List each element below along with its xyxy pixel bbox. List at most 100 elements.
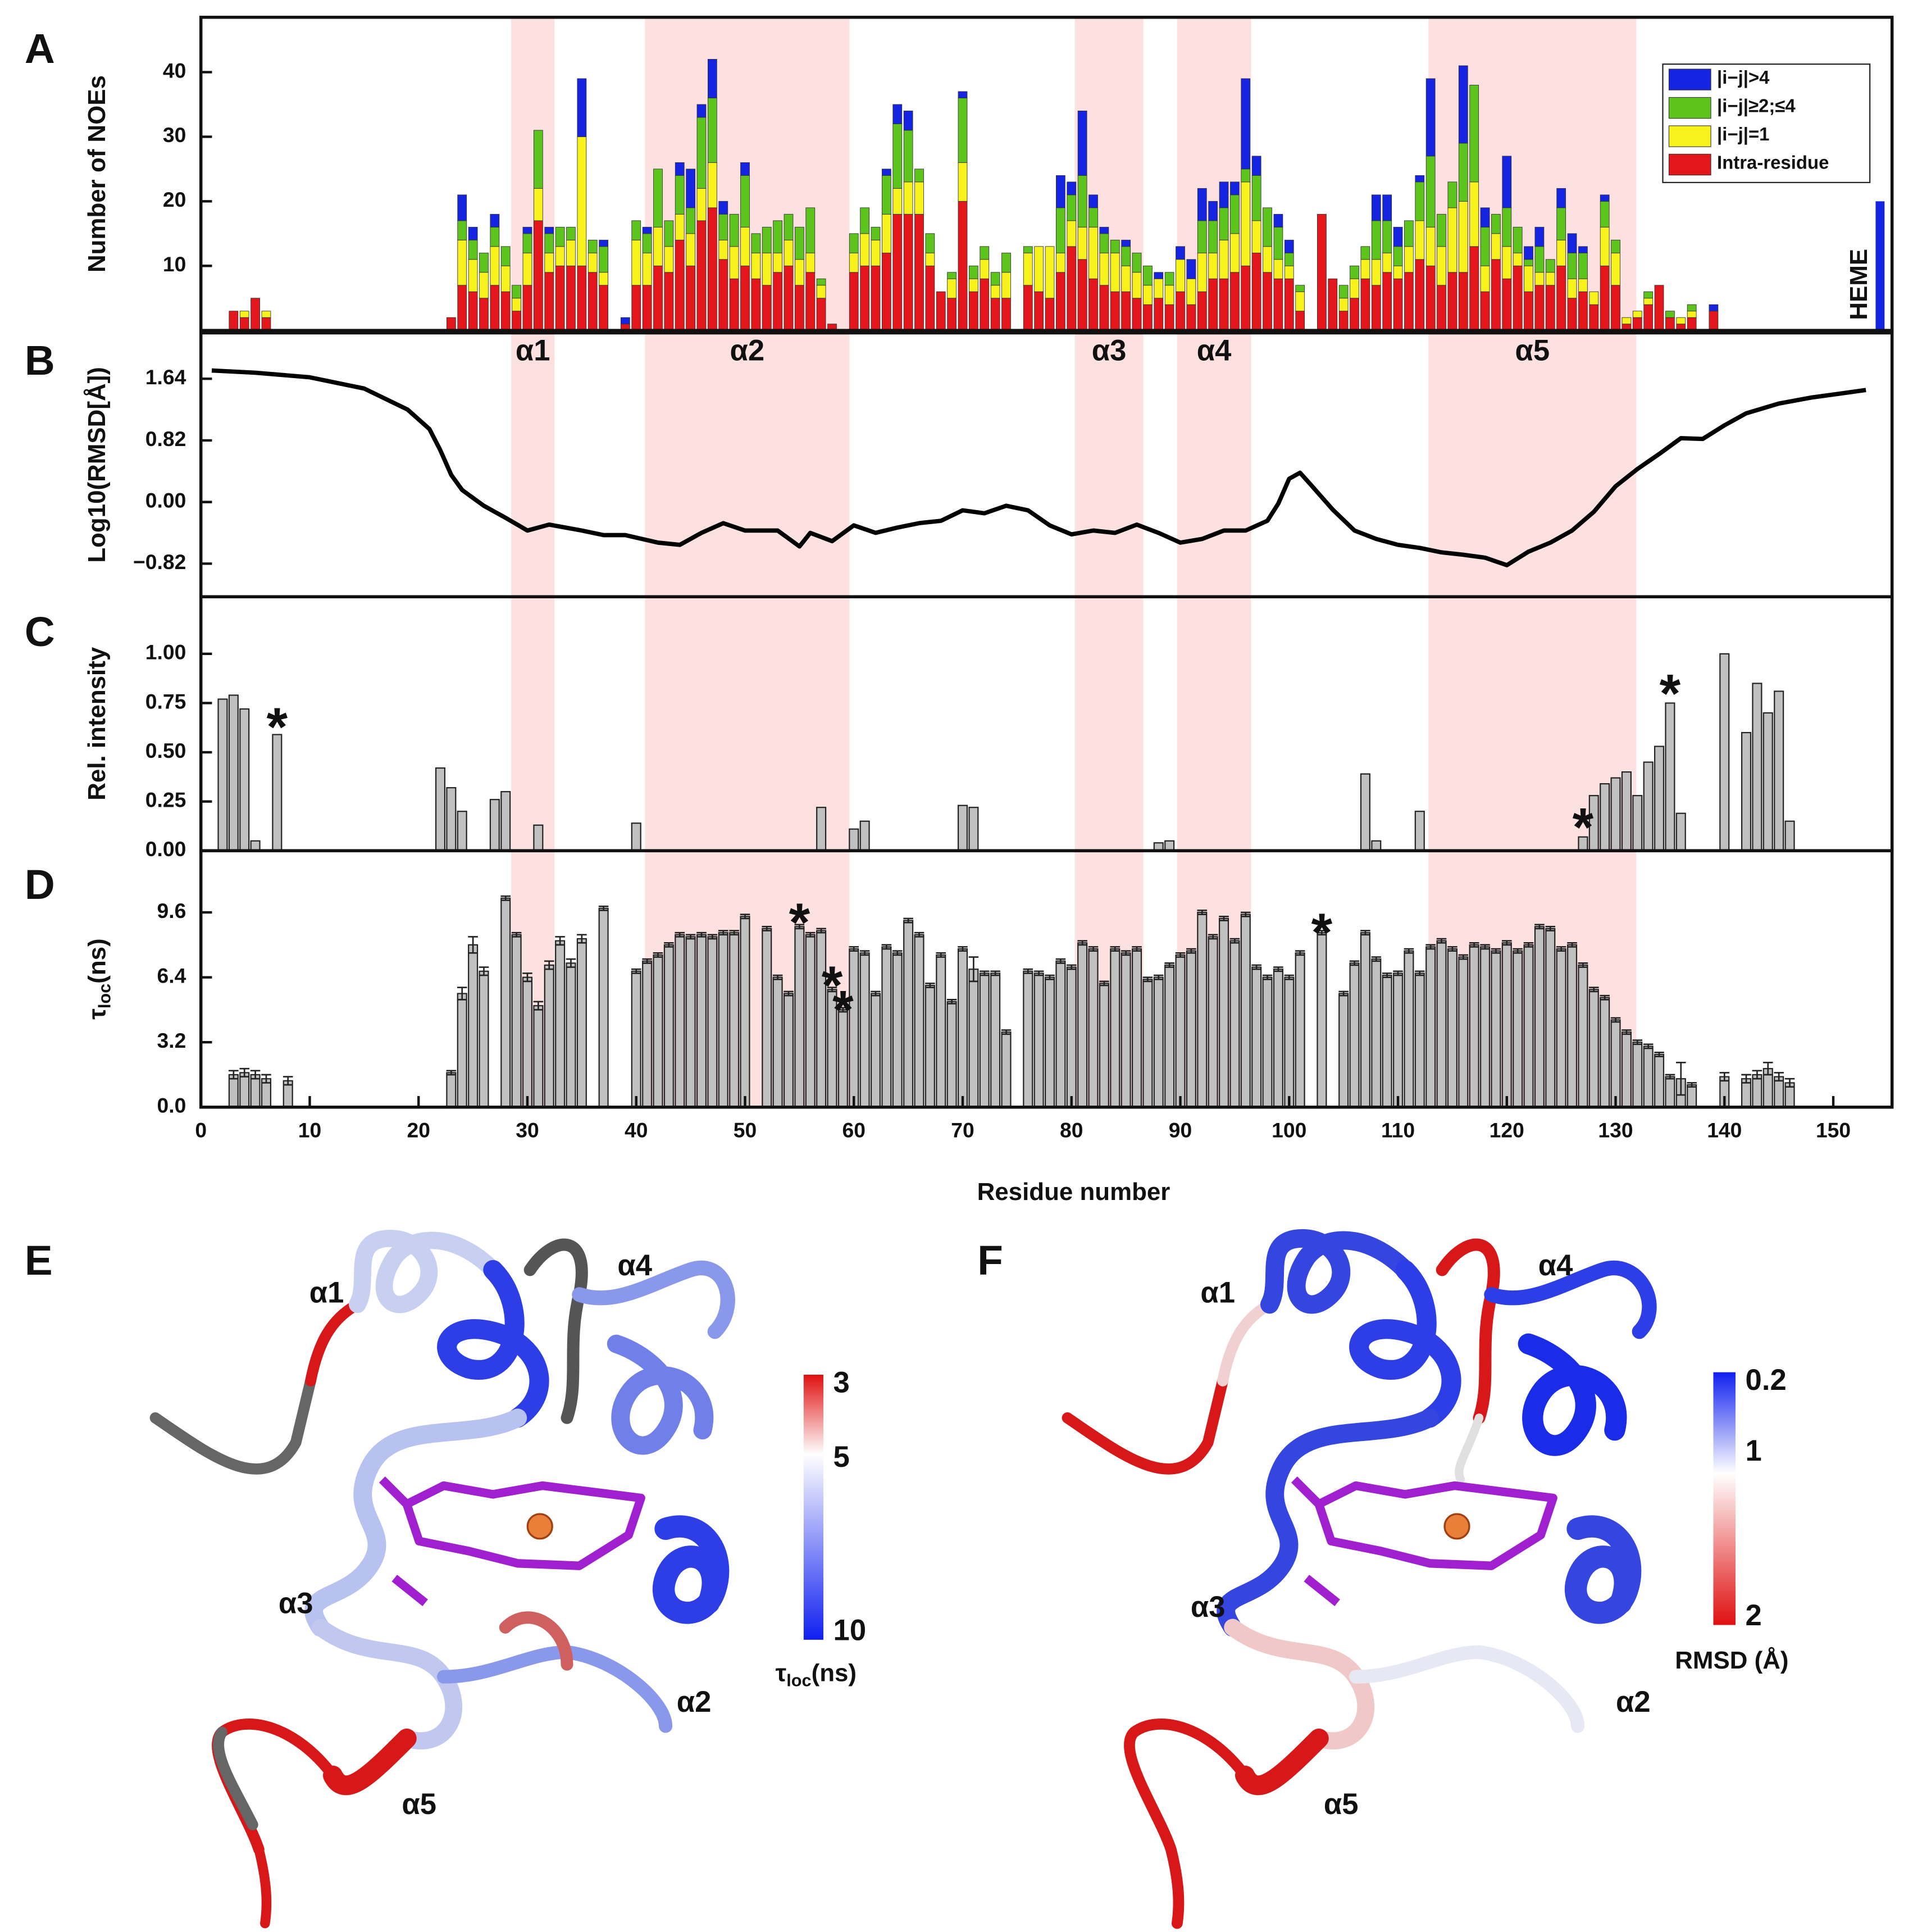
bar-segment — [1056, 207, 1065, 253]
bar-segment — [914, 181, 924, 215]
bar-segment — [522, 252, 532, 286]
bar-segment — [1176, 246, 1185, 260]
x-tick-label: 80 — [1060, 1119, 1083, 1142]
error-bar — [1404, 948, 1414, 954]
error-bar — [566, 958, 576, 968]
bar — [1121, 952, 1131, 1108]
bar-segment — [1600, 265, 1610, 331]
bar — [446, 787, 457, 852]
bar-segment — [457, 285, 467, 331]
bar — [1066, 966, 1077, 1108]
x-tick-label: 150 — [1816, 1119, 1851, 1142]
bar-segment — [1230, 181, 1240, 196]
error-bar — [1284, 974, 1295, 980]
bar-segment — [620, 317, 630, 325]
bar — [718, 932, 728, 1108]
heme-bar — [1875, 201, 1885, 331]
bar-segment — [1382, 220, 1392, 253]
error-bar — [838, 1007, 848, 1013]
bar-segment — [1273, 226, 1283, 260]
bar-segment — [675, 213, 685, 240]
error-bar — [1164, 962, 1174, 968]
bar-segment — [653, 226, 663, 266]
bar — [1578, 964, 1588, 1108]
structure-e — [149, 1230, 735, 1929]
error-bar — [1295, 950, 1305, 956]
bar — [1480, 946, 1491, 1108]
bar — [239, 708, 250, 852]
bar-segment — [577, 78, 587, 137]
legend-label: Intra-residue — [1717, 152, 1829, 173]
bar-segment — [686, 207, 696, 234]
error-bar — [1784, 1078, 1795, 1088]
bar — [522, 976, 533, 1108]
legend-swatch — [1668, 153, 1711, 176]
colorbar-e — [803, 1375, 823, 1640]
structure-f — [1062, 1229, 1657, 1929]
y-tick-label: 1.00 — [145, 640, 186, 664]
bar-segment — [479, 252, 489, 273]
bar-segment — [1001, 252, 1011, 273]
bar — [1501, 942, 1512, 1108]
bar-segment — [1415, 259, 1425, 331]
bar-segment — [849, 252, 859, 273]
bar-segment — [740, 162, 750, 176]
bar-segment — [1121, 291, 1131, 331]
bar-segment — [1371, 220, 1381, 260]
error-bar — [468, 936, 478, 954]
bar — [1262, 976, 1273, 1108]
bar — [457, 811, 467, 852]
error-bar — [1502, 940, 1512, 946]
bar-segment — [729, 213, 739, 247]
bar — [805, 934, 816, 1108]
bar-segment — [1437, 246, 1446, 286]
error-bar — [1567, 942, 1577, 948]
bar-segment — [1077, 226, 1087, 260]
error-bar — [261, 1074, 271, 1084]
bar-segment — [1589, 291, 1599, 305]
bar-segment — [653, 265, 663, 331]
bar-segment — [1208, 278, 1218, 331]
error-bar — [849, 946, 859, 952]
bar — [1762, 712, 1773, 852]
bar-segment — [1611, 285, 1620, 331]
bar-segment — [1273, 213, 1283, 228]
bar-segment — [1197, 188, 1207, 221]
error-bar — [1142, 976, 1153, 983]
bar-segment — [696, 104, 707, 118]
bar-segment — [958, 162, 968, 202]
asterisk: * — [832, 980, 854, 1040]
bar-segment — [1045, 298, 1055, 331]
bar-segment — [599, 246, 608, 273]
error-bar — [1556, 946, 1566, 952]
bar — [1088, 948, 1099, 1108]
bar-segment — [1415, 220, 1425, 260]
bar-segment — [718, 239, 728, 260]
x-axis-label: Residue number — [977, 1178, 1170, 1206]
bar-segment — [860, 233, 870, 266]
error-bar — [239, 1067, 249, 1078]
error-bar — [990, 970, 1000, 976]
bar — [1295, 952, 1305, 1108]
bar-segment — [675, 162, 685, 176]
helix-label: α5 — [1324, 1788, 1359, 1821]
error-bar — [805, 931, 816, 938]
error-bar — [1175, 952, 1186, 958]
panel-letter: B — [25, 337, 55, 384]
error-bar — [1099, 980, 1109, 987]
bar-segment — [1350, 265, 1359, 279]
bar-segment — [686, 233, 696, 266]
bar-segment — [751, 233, 761, 253]
bar — [1665, 702, 1675, 852]
bar-segment — [1643, 291, 1654, 299]
bar-segment — [1241, 265, 1251, 331]
bar-segment — [1578, 246, 1588, 253]
error-bar — [1458, 954, 1469, 960]
bar-segment — [1425, 156, 1436, 228]
bar-segment — [566, 265, 576, 331]
error-bar — [1741, 1074, 1751, 1084]
chart-area: α1 α2 α3 α4 α5 HEME Intra-residue |i−j|=1 |i−j|≥… — [25, 16, 1894, 1142]
bar-segment — [1404, 220, 1414, 247]
x-tick-label: 90 — [1169, 1119, 1192, 1142]
bar-segment — [751, 252, 761, 279]
